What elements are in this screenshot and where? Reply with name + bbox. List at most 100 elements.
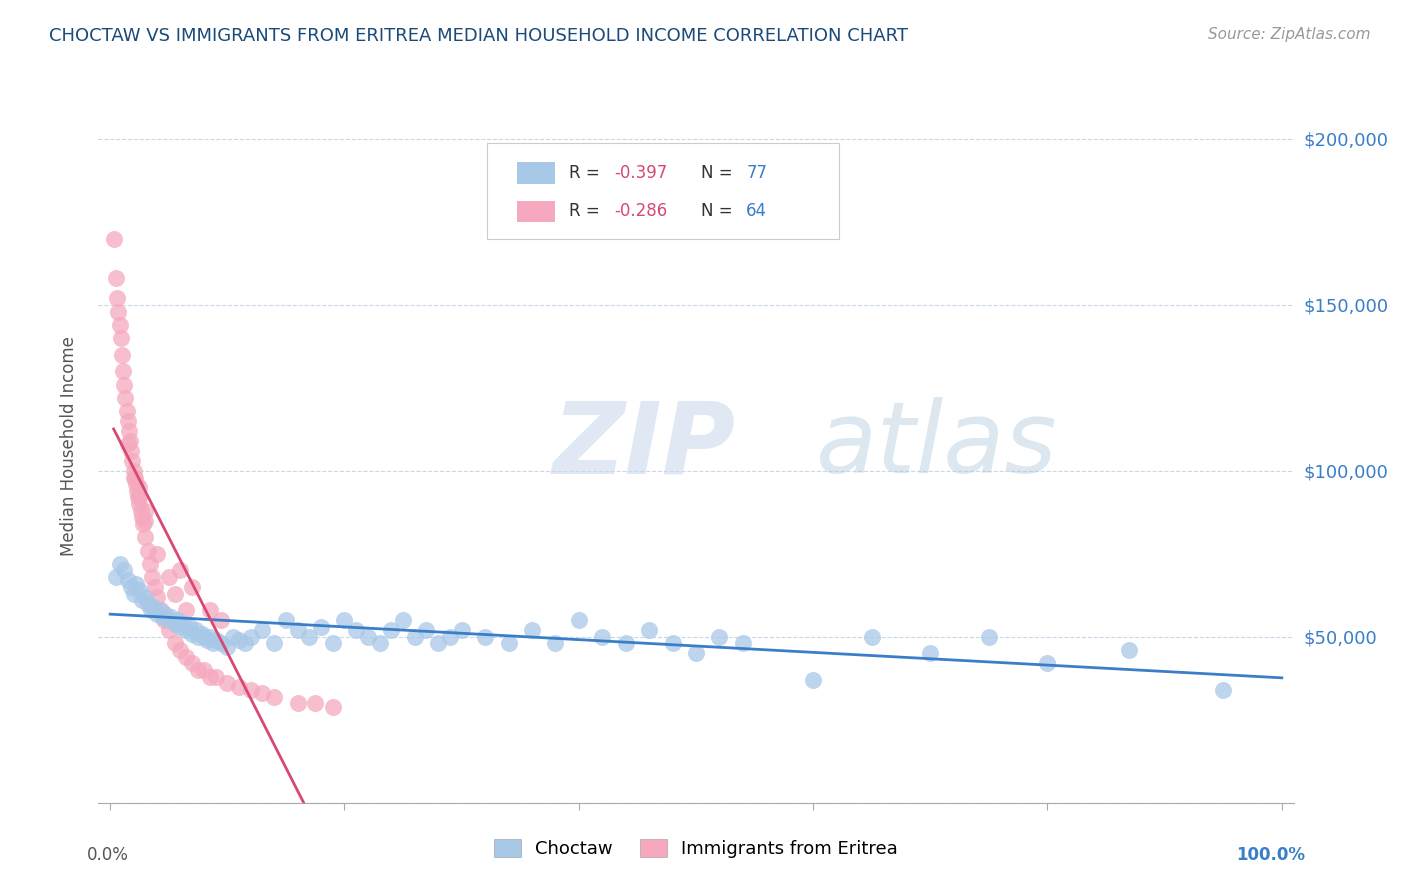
Point — [190, 626, 212, 640]
Text: R =: R = — [569, 164, 606, 182]
Point — [134, 514, 156, 528]
Point — [198, 603, 221, 617]
Point — [181, 580, 204, 594]
Text: CHOCTAW VS IMMIGRANTS FROM ERITREA MEDIAN HOUSEHOLD INCOME CORRELATION CHART: CHOCTAW VS IMMIGRANTS FROM ERITREA MEDIA… — [49, 27, 908, 45]
Point — [309, 620, 332, 634]
Point — [520, 624, 543, 638]
Point — [427, 636, 450, 650]
Point — [274, 613, 297, 627]
Point — [287, 696, 309, 710]
Point — [263, 636, 285, 650]
Point — [107, 304, 129, 318]
Point — [415, 624, 437, 638]
Point — [142, 599, 165, 614]
Point — [544, 636, 567, 650]
Point — [1118, 643, 1140, 657]
Point — [128, 497, 150, 511]
Point — [131, 593, 153, 607]
Point — [146, 607, 169, 621]
Point — [322, 699, 344, 714]
Point — [127, 491, 149, 505]
Point — [498, 636, 520, 650]
Point — [211, 636, 233, 650]
Point — [120, 434, 141, 448]
Point — [239, 682, 262, 697]
Text: 64: 64 — [747, 202, 768, 220]
Point — [198, 630, 221, 644]
Point — [120, 580, 142, 594]
Point — [141, 603, 163, 617]
Point — [222, 630, 245, 644]
Point — [108, 318, 131, 332]
FancyBboxPatch shape — [486, 143, 839, 239]
Point — [131, 510, 153, 524]
Point — [118, 424, 141, 438]
Point — [112, 364, 135, 378]
Point — [184, 624, 207, 638]
Text: atlas: atlas — [815, 398, 1057, 494]
Point — [298, 630, 321, 644]
Text: -0.286: -0.286 — [614, 202, 668, 220]
Point — [179, 620, 201, 634]
Point — [160, 610, 183, 624]
Point — [217, 676, 239, 690]
Point — [125, 477, 148, 491]
Point — [163, 587, 186, 601]
Point — [685, 647, 707, 661]
Point — [121, 454, 143, 468]
Point — [117, 437, 139, 451]
Point — [114, 391, 136, 405]
Point — [304, 696, 326, 710]
Point — [661, 636, 683, 650]
Point — [141, 570, 163, 584]
Point — [174, 624, 197, 638]
Point — [128, 481, 150, 495]
Point — [157, 570, 180, 584]
Point — [117, 414, 139, 428]
Point — [920, 647, 942, 661]
Point — [860, 630, 883, 644]
Point — [122, 587, 145, 601]
Point — [202, 636, 225, 650]
Point — [211, 613, 233, 627]
Point — [157, 613, 180, 627]
Point — [368, 636, 391, 650]
Point — [173, 616, 195, 631]
Point — [136, 597, 159, 611]
Point — [169, 564, 191, 578]
Point — [228, 633, 250, 648]
Point — [157, 624, 180, 638]
Point — [112, 377, 135, 392]
Point — [357, 630, 380, 644]
Y-axis label: Median Household Income: Median Household Income — [59, 336, 77, 556]
Text: ZIP: ZIP — [553, 398, 735, 494]
Text: 100.0%: 100.0% — [1236, 846, 1306, 863]
Point — [977, 630, 1000, 644]
Point — [169, 620, 191, 634]
Point — [149, 603, 172, 617]
Point — [568, 613, 591, 627]
Text: -0.397: -0.397 — [614, 164, 668, 182]
Point — [136, 543, 159, 558]
Point — [152, 610, 174, 624]
Text: 77: 77 — [747, 164, 768, 182]
Point — [198, 670, 221, 684]
Point — [187, 663, 209, 677]
Point — [108, 557, 131, 571]
Point — [187, 630, 209, 644]
Point — [122, 470, 145, 484]
Point — [146, 547, 169, 561]
Point — [103, 231, 125, 245]
Point — [731, 636, 754, 650]
Point — [129, 504, 152, 518]
Point — [143, 580, 166, 594]
Point — [193, 663, 215, 677]
Point — [239, 630, 262, 644]
Point — [148, 603, 170, 617]
Point — [169, 643, 191, 657]
Point — [193, 630, 215, 644]
Point — [124, 470, 146, 484]
Point — [450, 624, 472, 638]
Point — [263, 690, 285, 704]
Point — [233, 636, 256, 650]
